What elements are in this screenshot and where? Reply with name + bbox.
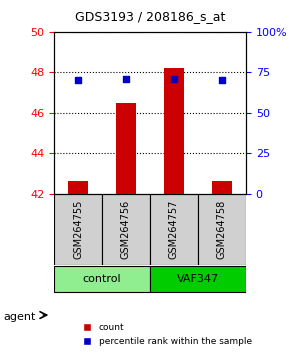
- Text: GSM264756: GSM264756: [121, 200, 131, 259]
- Text: VAF347: VAF347: [177, 274, 219, 284]
- Point: [124, 76, 128, 81]
- Text: GSM264757: GSM264757: [169, 199, 179, 259]
- Text: GSM264755: GSM264755: [73, 199, 83, 259]
- Text: GSM264758: GSM264758: [217, 200, 227, 259]
- FancyBboxPatch shape: [102, 194, 150, 265]
- Text: GDS3193 / 208186_s_at: GDS3193 / 208186_s_at: [75, 10, 225, 23]
- FancyBboxPatch shape: [54, 266, 150, 292]
- Text: agent: agent: [3, 312, 35, 322]
- Bar: [164, 68, 184, 194]
- FancyBboxPatch shape: [54, 194, 102, 265]
- Legend: count, percentile rank within the sample: count, percentile rank within the sample: [74, 320, 256, 349]
- Point: [172, 76, 176, 81]
- Bar: [212, 182, 232, 194]
- Point: [76, 78, 80, 83]
- Point: [220, 78, 224, 83]
- Text: control: control: [83, 274, 121, 284]
- Bar: [116, 103, 136, 194]
- FancyBboxPatch shape: [198, 194, 246, 265]
- Bar: [68, 182, 88, 194]
- FancyBboxPatch shape: [150, 194, 198, 265]
- FancyBboxPatch shape: [150, 266, 246, 292]
